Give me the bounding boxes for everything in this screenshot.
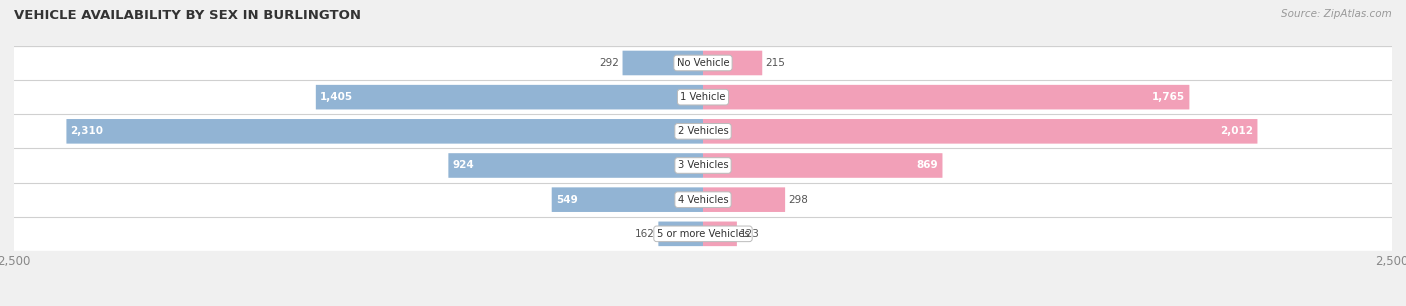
Text: 924: 924 <box>453 160 474 170</box>
Legend: Male, Female: Male, Female <box>641 305 765 306</box>
Text: 1,405: 1,405 <box>321 92 353 102</box>
Text: 292: 292 <box>599 58 619 68</box>
Text: 2 Vehicles: 2 Vehicles <box>678 126 728 136</box>
FancyBboxPatch shape <box>703 153 942 178</box>
Bar <box>0 114 1406 148</box>
FancyBboxPatch shape <box>449 153 703 178</box>
FancyBboxPatch shape <box>703 51 762 75</box>
Text: 298: 298 <box>789 195 808 205</box>
Text: 549: 549 <box>555 195 578 205</box>
FancyBboxPatch shape <box>66 119 703 144</box>
Text: 2,310: 2,310 <box>70 126 104 136</box>
Bar <box>0 46 1406 80</box>
Bar <box>0 148 1406 183</box>
Text: 3 Vehicles: 3 Vehicles <box>678 160 728 170</box>
FancyBboxPatch shape <box>703 222 737 246</box>
Text: 215: 215 <box>765 58 786 68</box>
Text: 1,765: 1,765 <box>1152 92 1185 102</box>
Text: 162: 162 <box>636 229 655 239</box>
FancyBboxPatch shape <box>551 187 703 212</box>
Text: 1 Vehicle: 1 Vehicle <box>681 92 725 102</box>
FancyBboxPatch shape <box>658 222 703 246</box>
Text: 5 or more Vehicles: 5 or more Vehicles <box>657 229 749 239</box>
FancyBboxPatch shape <box>316 85 703 110</box>
Text: 123: 123 <box>740 229 761 239</box>
FancyBboxPatch shape <box>623 51 703 75</box>
Bar <box>0 183 1406 217</box>
Text: 2,012: 2,012 <box>1220 126 1253 136</box>
Bar <box>0 80 1406 114</box>
Text: VEHICLE AVAILABILITY BY SEX IN BURLINGTON: VEHICLE AVAILABILITY BY SEX IN BURLINGTO… <box>14 9 361 22</box>
FancyBboxPatch shape <box>703 119 1257 144</box>
Text: Source: ZipAtlas.com: Source: ZipAtlas.com <box>1281 9 1392 19</box>
Text: No Vehicle: No Vehicle <box>676 58 730 68</box>
FancyBboxPatch shape <box>703 187 785 212</box>
Text: 4 Vehicles: 4 Vehicles <box>678 195 728 205</box>
Bar <box>0 217 1406 251</box>
Text: 869: 869 <box>917 160 938 170</box>
FancyBboxPatch shape <box>703 85 1189 110</box>
